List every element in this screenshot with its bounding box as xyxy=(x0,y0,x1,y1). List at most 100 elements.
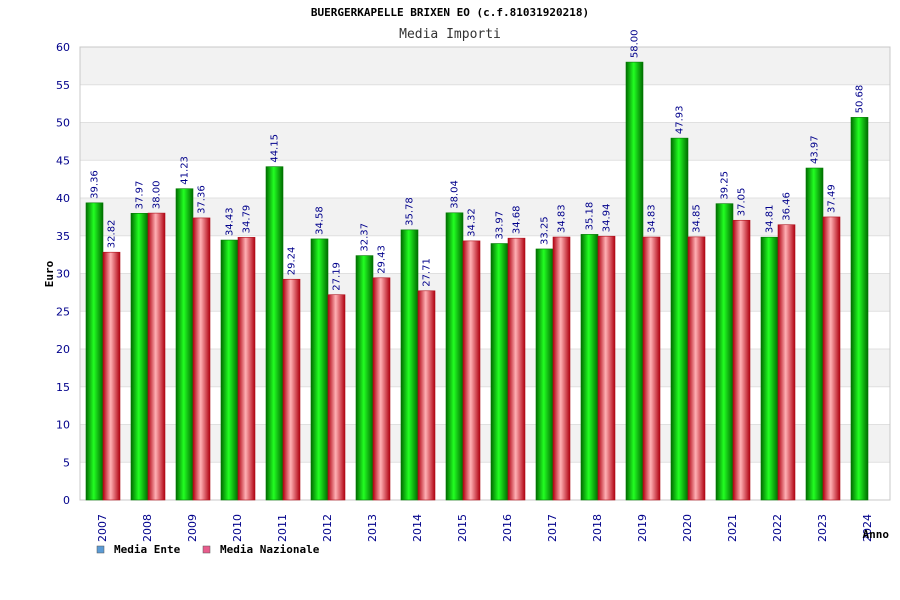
data-labels: 39.36 32.82 37.97 38.00 41.23 37.36 34.43 34.79… xyxy=(90,29,866,290)
bar-media-nazionale xyxy=(597,235,616,501)
x-tick-labels: 2007 2008 2009 2010 2011 2012 2013 2014 2015 2016… xyxy=(96,514,874,542)
y-tick-labels: 0 5 10 15 20 25 30 35 40 45 50 55 60 xyxy=(56,41,70,507)
x-tick-label: 2012 xyxy=(321,514,334,542)
bar-media-ente xyxy=(535,248,554,501)
y-tick-label: 30 xyxy=(56,268,70,281)
data-label-media-nazionale: 32.82 xyxy=(107,220,118,249)
x-axis-label: Anno xyxy=(863,528,890,541)
data-label-media-nazionale: 34.85 xyxy=(692,204,703,233)
data-label-media-ente: 44.15 xyxy=(270,134,281,163)
bar-media-ente xyxy=(265,166,284,501)
data-label-media-nazionale: 27.71 xyxy=(422,258,433,287)
y-tick-label: 55 xyxy=(56,79,70,92)
data-label-media-ente: 37.97 xyxy=(135,181,146,210)
bar-media-ente xyxy=(670,137,689,501)
y-axis-label: Euro xyxy=(43,260,56,287)
x-tick-label: 2014 xyxy=(411,514,424,542)
data-label-media-ente: 34.58 xyxy=(315,206,326,235)
x-tick-label: 2015 xyxy=(456,514,469,542)
data-label-media-nazionale: 38.00 xyxy=(152,180,163,209)
legend-label-ente: Media Ente xyxy=(114,543,181,556)
y-tick-label: 25 xyxy=(56,305,70,318)
data-label-media-ente: 38.04 xyxy=(450,180,461,209)
bar-media-nazionale xyxy=(552,236,571,501)
y-tick-label: 0 xyxy=(63,494,70,507)
bar-media-ente xyxy=(850,117,869,501)
x-tick-label: 2020 xyxy=(681,514,694,542)
x-tick-label: 2009 xyxy=(186,514,199,542)
bar-media-nazionale xyxy=(147,212,166,501)
y-tick-label: 20 xyxy=(56,343,70,356)
data-label-media-nazionale: 29.24 xyxy=(287,247,298,276)
chart-subtitle: Media Importi xyxy=(399,27,501,42)
y-tick-label: 35 xyxy=(56,230,70,243)
grid-band xyxy=(80,349,890,387)
bar-media-nazionale xyxy=(237,237,256,501)
x-tick-label: 2017 xyxy=(546,514,559,542)
x-tick-label: 2018 xyxy=(591,514,604,542)
x-tick-label: 2022 xyxy=(771,514,784,542)
data-label-media-ente: 50.68 xyxy=(855,85,866,114)
bar-media-ente xyxy=(445,212,464,501)
data-label-media-nazionale: 34.83 xyxy=(557,204,568,233)
bar-media-nazionale xyxy=(822,216,841,501)
data-label-media-nazionale: 37.05 xyxy=(737,188,748,217)
x-tick-label: 2019 xyxy=(636,514,649,542)
data-label-media-ente: 41.23 xyxy=(180,156,191,185)
bar-media-ente xyxy=(625,61,644,501)
x-tick-label: 2021 xyxy=(726,514,739,542)
data-label-media-ente: 39.25 xyxy=(720,171,731,200)
data-label-media-ente: 43.97 xyxy=(810,135,821,164)
x-tick-label: 2024 xyxy=(861,514,874,542)
chart-title: BUERGERKAPELLE BRIXEN EO (c.f.8103192021… xyxy=(311,6,589,19)
y-tick-label: 10 xyxy=(56,419,70,432)
x-tick-label: 2013 xyxy=(366,514,379,542)
data-label-media-ente: 33.97 xyxy=(495,211,506,240)
grid-band xyxy=(80,47,890,85)
data-label-media-ente: 34.43 xyxy=(225,207,236,236)
legend-label-nazionale: Media Nazionale xyxy=(220,543,320,556)
x-tick-label: 2016 xyxy=(501,514,514,542)
bar-media-nazionale xyxy=(777,224,796,501)
data-label-media-nazionale: 27.19 xyxy=(332,262,343,291)
x-tick-label: 2008 xyxy=(141,514,154,542)
bar-media-ente xyxy=(220,239,239,501)
y-tick-label: 45 xyxy=(56,154,70,167)
bar-media-nazionale xyxy=(192,217,211,501)
bar-media-nazionale xyxy=(102,251,121,501)
data-label-media-ente: 35.78 xyxy=(405,197,416,226)
bar-media-nazionale xyxy=(687,236,706,501)
data-label-media-ente: 35.18 xyxy=(585,202,596,231)
bar-media-nazionale xyxy=(507,237,526,501)
bar-media-nazionale xyxy=(462,240,481,501)
data-label-media-ente: 32.37 xyxy=(360,223,371,252)
bars xyxy=(85,61,869,501)
y-tick-label: 5 xyxy=(63,456,70,469)
data-label-media-nazionale: 34.94 xyxy=(602,204,613,233)
bar-media-ente xyxy=(580,234,599,501)
data-label-media-ente: 47.93 xyxy=(675,105,686,134)
bar-media-ente xyxy=(130,213,149,501)
x-tick-label: 2023 xyxy=(816,514,829,542)
grid-band xyxy=(80,424,890,463)
bar-media-nazionale xyxy=(372,277,391,501)
plot-border xyxy=(79,46,891,501)
bar-media-ente xyxy=(490,243,509,501)
bar-media-nazionale xyxy=(732,219,751,501)
y-tick-label: 15 xyxy=(56,381,70,394)
data-label-media-nazionale: 34.32 xyxy=(467,208,478,237)
bar-media-ente xyxy=(355,255,374,501)
bar-media-nazionale xyxy=(642,236,661,501)
x-tick-label: 2007 xyxy=(96,514,109,542)
bar-media-ente xyxy=(805,167,824,501)
data-label-media-nazionale: 34.79 xyxy=(242,205,253,234)
bar-media-ente xyxy=(400,229,419,501)
bar-media-nazionale xyxy=(417,290,436,501)
bar-media-ente xyxy=(85,202,104,501)
y-tick-label: 50 xyxy=(56,117,70,130)
bar-media-ente xyxy=(760,236,779,501)
grid-lines xyxy=(79,46,891,501)
y-tick-label: 40 xyxy=(56,192,70,205)
grid-band xyxy=(80,198,890,236)
